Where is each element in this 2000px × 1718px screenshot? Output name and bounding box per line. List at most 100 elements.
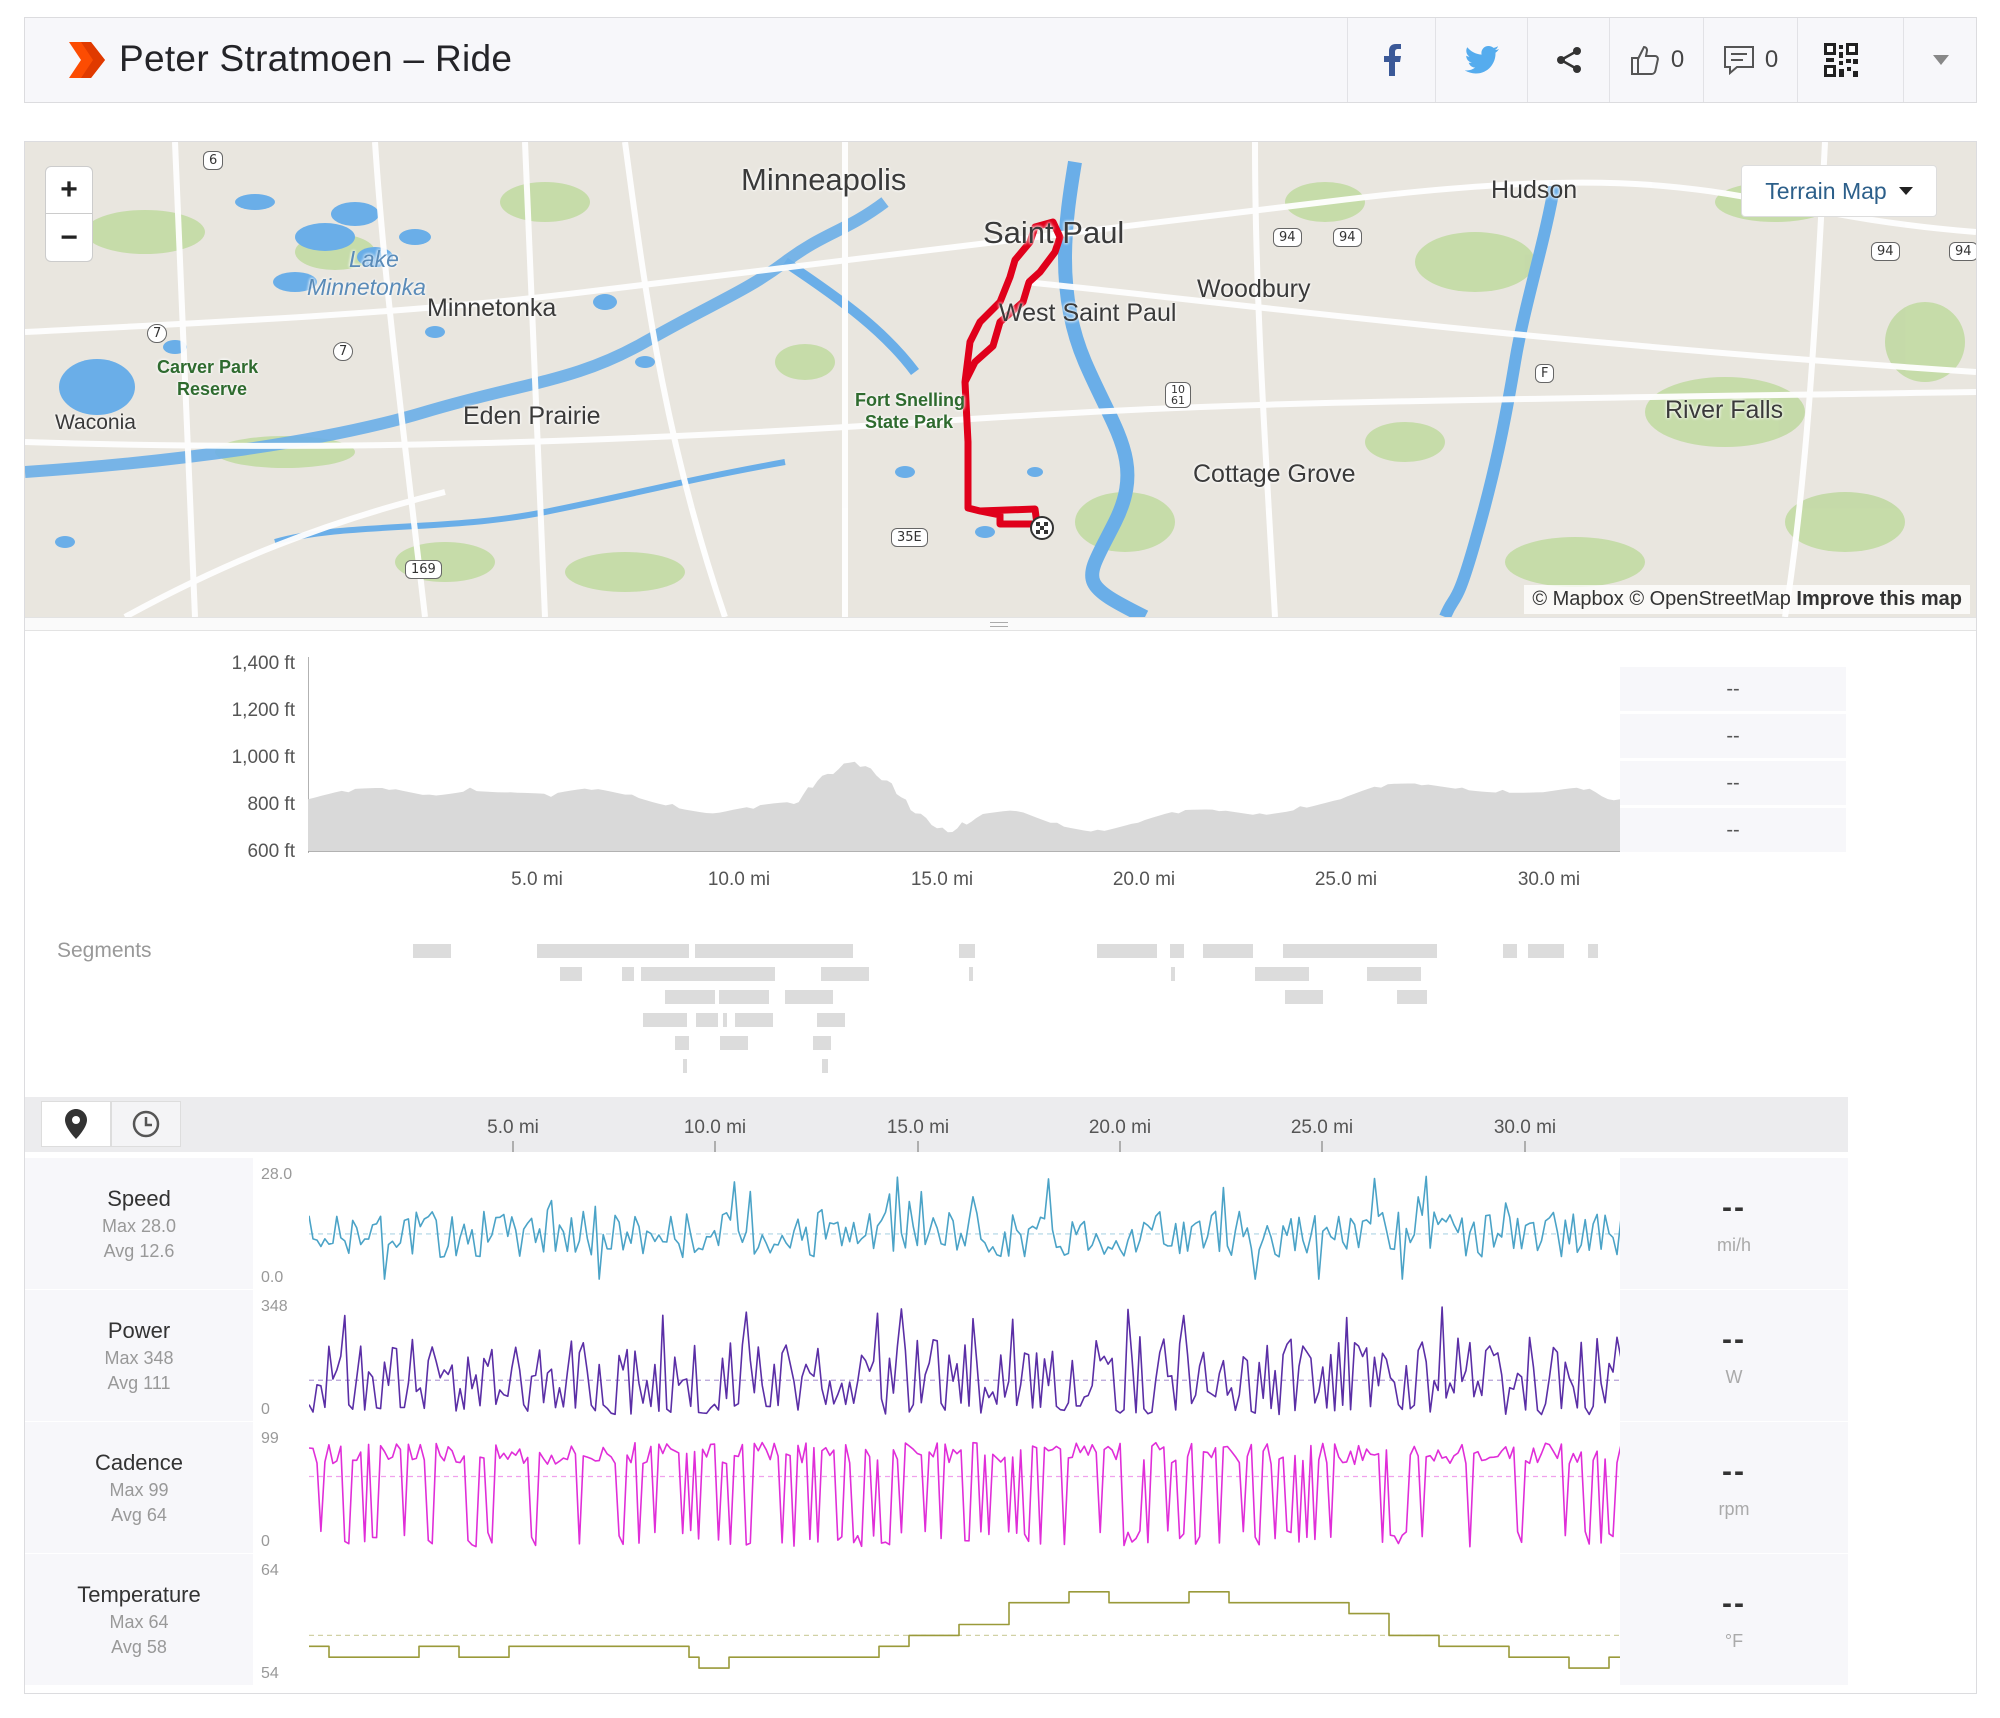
analysis-x-tick: 5.0 mi: [487, 1117, 539, 1138]
segment-bar[interactable]: [560, 967, 582, 981]
attribution-text[interactable]: © Mapbox © OpenStreetMap: [1532, 588, 1791, 610]
stream-hover-value-panel: -- W: [1620, 1290, 1848, 1421]
share-button[interactable]: [1527, 18, 1609, 102]
segment-bar[interactable]: [1285, 990, 1323, 1004]
stream-row-temperature[interactable]: Temperature Max 64 Avg 58 64 54 -- °F: [25, 1554, 1848, 1685]
elevation-stat: --: [1620, 667, 1846, 711]
elevation-x-tick: 15.0 mi: [910, 869, 974, 890]
stream-unit: W: [1725, 1367, 1743, 1387]
segment-bar[interactable]: [817, 1013, 845, 1027]
segment-bar[interactable]: [822, 1059, 828, 1073]
kudos-button[interactable]: 0: [1609, 18, 1703, 102]
segment-bar[interactable]: [821, 967, 869, 981]
analysis-x-tick: 30.0 mi: [1493, 1117, 1557, 1138]
segment-bar[interactable]: [719, 990, 769, 1004]
segment-bar[interactable]: [1528, 944, 1564, 958]
stream-series-line: [309, 1441, 1621, 1548]
segment-bar[interactable]: [720, 1036, 748, 1050]
map-label-river-falls: River Falls: [1665, 396, 1784, 424]
stream-row-cadence[interactable]: Cadence Max 99 Avg 64 99 0 -- rpm: [25, 1422, 1848, 1553]
distance-mode-button[interactable]: [41, 1101, 111, 1147]
segment-bar[interactable]: [735, 1013, 773, 1027]
thumbs-up-icon: [1630, 45, 1659, 75]
stream-row-speed[interactable]: Speed Max 28.0 Avg 12.6 28.0 0.0 -- mi/h: [25, 1158, 1848, 1289]
stream-hover-value: --: [1722, 1587, 1746, 1620]
segment-bar[interactable]: [785, 990, 833, 1004]
segment-bar[interactable]: [1255, 967, 1309, 981]
stream-plot[interactable]: [309, 1290, 1621, 1421]
stream-name: Speed: [107, 1185, 171, 1211]
comment-button[interactable]: 0: [1703, 18, 1797, 102]
analysis-axis-ticks: [512, 1141, 1526, 1152]
highway-shield: 7: [147, 324, 168, 343]
stream-y-min: 0: [261, 1401, 270, 1418]
segment-bar[interactable]: [413, 944, 451, 958]
elevation-y-tick: 600 ft: [247, 841, 295, 862]
stream-avg: Avg 12.6: [103, 1240, 175, 1261]
qr-code-button[interactable]: [1797, 18, 1883, 102]
time-mode-button[interactable]: [111, 1101, 181, 1147]
elevation-y-tick: 1,200 ft: [231, 700, 295, 721]
elevation-profile-area: [308, 761, 1620, 851]
elevation-x-tick: 20.0 mi: [1112, 869, 1176, 890]
segment-bar[interactable]: [1170, 944, 1184, 958]
stream-y-max: 28.0: [261, 1166, 293, 1183]
stream-label-panel: Speed Max 28.0 Avg 12.6: [25, 1158, 253, 1289]
stream-y-max: 348: [261, 1298, 288, 1315]
map-type-dropdown[interactable]: Terrain Map: [1741, 165, 1937, 217]
stream-plot[interactable]: [309, 1422, 1621, 1553]
map-label-fort-snelling-line1: Fort Snelling: [855, 390, 965, 410]
segment-bar[interactable]: [959, 944, 975, 958]
segment-bar[interactable]: [1097, 944, 1157, 958]
twitter-share-button[interactable]: [1435, 18, 1527, 102]
map-resize-handle[interactable]: [25, 617, 1976, 631]
elevation-y-tick: 1,400 ft: [231, 653, 295, 674]
segment-bar[interactable]: [1503, 944, 1517, 958]
map-terrain-layer: [25, 142, 1976, 617]
stream-y-min: 54: [261, 1665, 279, 1682]
stream-unit: °F: [1724, 1631, 1744, 1651]
zoom-in-button[interactable]: +: [45, 166, 93, 214]
segment-bar[interactable]: [969, 967, 973, 981]
segment-bar[interactable]: [622, 967, 634, 981]
stream-label-panel: Temperature Max 64 Avg 58: [25, 1554, 253, 1685]
segment-bar[interactable]: [1203, 944, 1253, 958]
segment-bar[interactable]: [1171, 967, 1175, 981]
activity-header: Peter Stratmoen – Ride 0 0: [24, 17, 1977, 103]
route-map[interactable]: Minneapolis Saint Paul Hudson Woodbury W…: [25, 142, 1976, 617]
stream-plot[interactable]: [309, 1554, 1621, 1685]
map-label-hudson: Hudson: [1491, 176, 1578, 204]
segment-bar[interactable]: [1283, 944, 1437, 958]
stream-avg: Avg 111: [107, 1372, 171, 1393]
segment-bar[interactable]: [696, 1013, 718, 1027]
analysis-x-tick: 10.0 mi: [683, 1117, 747, 1138]
improve-map-link[interactable]: Improve this map: [1796, 588, 1962, 610]
segment-bar[interactable]: [641, 967, 775, 981]
stream-row-power[interactable]: Power Max 348 Avg 111 348 0 -- W: [25, 1290, 1848, 1421]
elevation-x-tick: 10.0 mi: [707, 869, 771, 890]
elevation-y-tick: 800 ft: [247, 794, 295, 815]
zoom-out-button[interactable]: −: [45, 214, 93, 262]
segment-bar[interactable]: [695, 944, 853, 958]
stream-y-min: 0: [261, 1533, 270, 1550]
facebook-share-button[interactable]: [1347, 18, 1435, 102]
segment-bar[interactable]: [723, 1013, 727, 1027]
stream-hover-value-panel: -- mi/h: [1620, 1158, 1848, 1289]
segment-bar[interactable]: [1397, 990, 1427, 1004]
segment-bar[interactable]: [643, 1013, 687, 1027]
stream-plot[interactable]: [309, 1158, 1621, 1289]
segment-bar[interactable]: [1367, 967, 1421, 981]
segment-bar[interactable]: [665, 990, 715, 1004]
more-actions-button[interactable]: [1903, 18, 1977, 102]
map-type-label: Terrain Map: [1765, 177, 1887, 204]
stream-unit: mi/h: [1716, 1235, 1751, 1255]
segment-bar[interactable]: [813, 1036, 831, 1050]
segment-bar[interactable]: [683, 1059, 687, 1073]
highway-shield: 6: [203, 151, 224, 170]
route-line: [961, 218, 1064, 528]
segment-bar[interactable]: [1588, 944, 1598, 958]
segment-bar[interactable]: [675, 1036, 689, 1050]
highway-shield: 94: [1949, 242, 1976, 261]
segment-bar[interactable]: [537, 944, 689, 958]
share-icon: [1556, 47, 1581, 73]
